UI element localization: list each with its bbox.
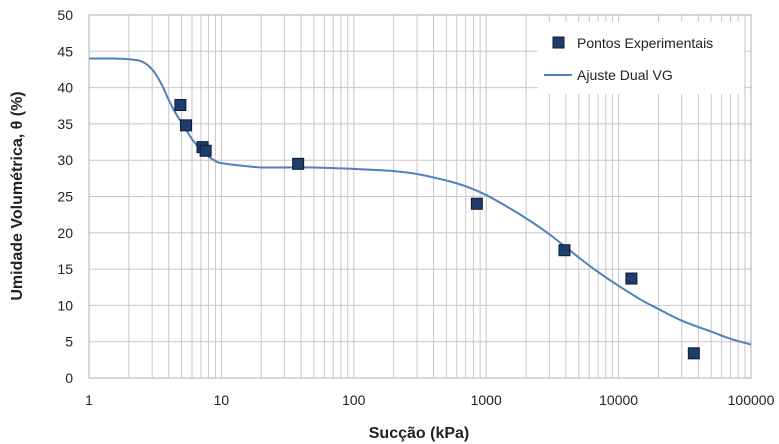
legend: Pontos Experimentais Ajuste Dual VG — [538, 22, 744, 94]
plot-frame — [88, 14, 752, 379]
data-point — [179, 119, 192, 132]
x-tick-label: 10000 — [599, 392, 638, 408]
data-point — [625, 272, 638, 285]
y-axis-title: Umidade Volumétrica, θ (%) — [9, 91, 26, 300]
x-tick-label: 100 — [342, 392, 366, 408]
x-tick-label: 1000 — [471, 392, 502, 408]
y-tick-label: 25 — [57, 189, 73, 205]
y-tick-label: 20 — [57, 225, 73, 241]
series-line-ajuste-dual-vg — [88, 57, 752, 346]
legend-marker-points — [552, 36, 565, 49]
data-point — [292, 157, 305, 170]
legend-box — [538, 22, 744, 94]
y-tick-label: 0 — [65, 370, 73, 386]
x-axis: 1 10 100 1000 10000 100000 — [85, 392, 774, 408]
y-tick-label: 15 — [57, 261, 73, 277]
data-point — [199, 144, 212, 157]
data-points — [174, 99, 700, 360]
data-point — [687, 347, 700, 360]
fit-curve-layer — [88, 57, 752, 346]
y-tick-label: 40 — [57, 80, 73, 96]
legend-label-points: Pontos Experimentais — [577, 35, 713, 51]
x-tick-label: 1 — [85, 392, 93, 408]
y-tick-label: 5 — [65, 334, 73, 350]
y-tick-label: 45 — [57, 43, 73, 59]
legend-label-fit: Ajuste Dual VG — [577, 67, 673, 83]
data-point — [470, 197, 483, 210]
y-axis: 0 5 10 15 20 25 30 35 40 45 50 — [57, 7, 73, 386]
x-tick-label: 100000 — [728, 392, 775, 408]
y-tick-label: 50 — [57, 7, 73, 23]
y-tick-label: 30 — [57, 152, 73, 168]
x-tick-label: 10 — [214, 392, 230, 408]
y-tick-label: 35 — [57, 116, 73, 132]
data-point — [558, 244, 571, 257]
x-axis-title: Sucção (kPa) — [369, 425, 469, 442]
y-tick-label: 10 — [57, 297, 73, 313]
data-point — [174, 99, 187, 112]
